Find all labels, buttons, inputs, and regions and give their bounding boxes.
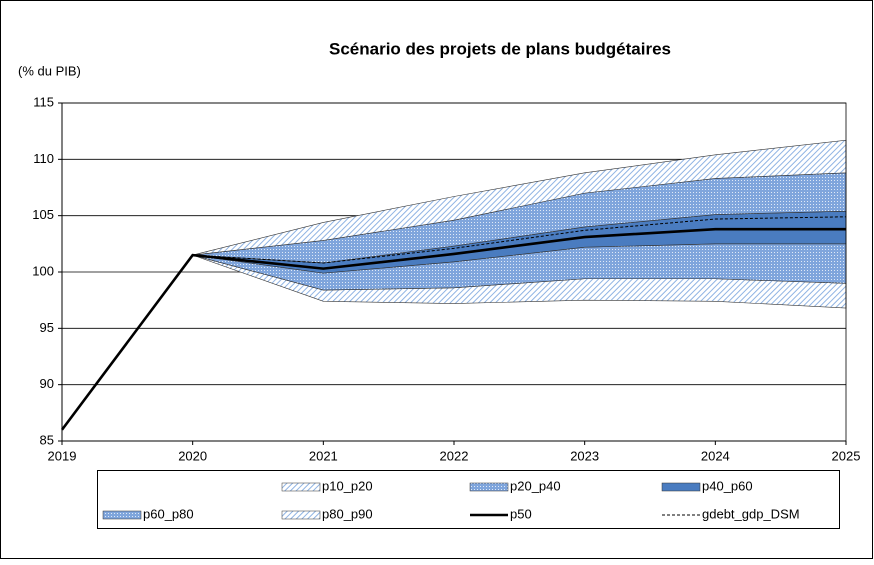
x-tick-label: 2023 (570, 448, 599, 463)
legend-swatch (469, 482, 509, 492)
chart-title: Scénario des projets de plans budgétaire… (329, 39, 671, 58)
legend-label: p80_p90 (322, 506, 373, 521)
y-tick-label: 100 (32, 263, 54, 278)
y-tick-label: 105 (32, 207, 54, 222)
legend-swatch (281, 510, 321, 520)
y-axis-label: (% du PIB) (18, 63, 81, 78)
legend-label: gdebt_gdp_DSM (702, 506, 800, 521)
x-tick-label: 2019 (48, 448, 77, 463)
legend-label: p10_p20 (322, 478, 373, 493)
line (192, 216, 847, 264)
x-tick-label: 2022 (440, 448, 469, 463)
y-tick-label: 95 (40, 320, 54, 335)
legend (97, 470, 840, 529)
x-tick-label: 2025 (832, 448, 861, 463)
legend-label: p50 (510, 506, 532, 521)
plot-border (61, 102, 847, 442)
legend-label: p60_p80 (143, 506, 194, 521)
y-tick-label: 90 (40, 376, 54, 391)
y-tick-label: 110 (33, 151, 54, 166)
x-tick-label: 2020 (178, 448, 207, 463)
legend-swatch (102, 510, 142, 520)
y-tick-label: 115 (33, 94, 54, 109)
legend-label: p40_p60 (702, 478, 753, 493)
y-tick-label: 85 (40, 432, 54, 447)
legend-swatch (661, 482, 701, 492)
x-tick-label: 2021 (309, 448, 338, 463)
x-tick-label: 2024 (701, 448, 730, 463)
legend-swatch (281, 482, 321, 492)
legend-label: p20_p40 (510, 478, 561, 493)
